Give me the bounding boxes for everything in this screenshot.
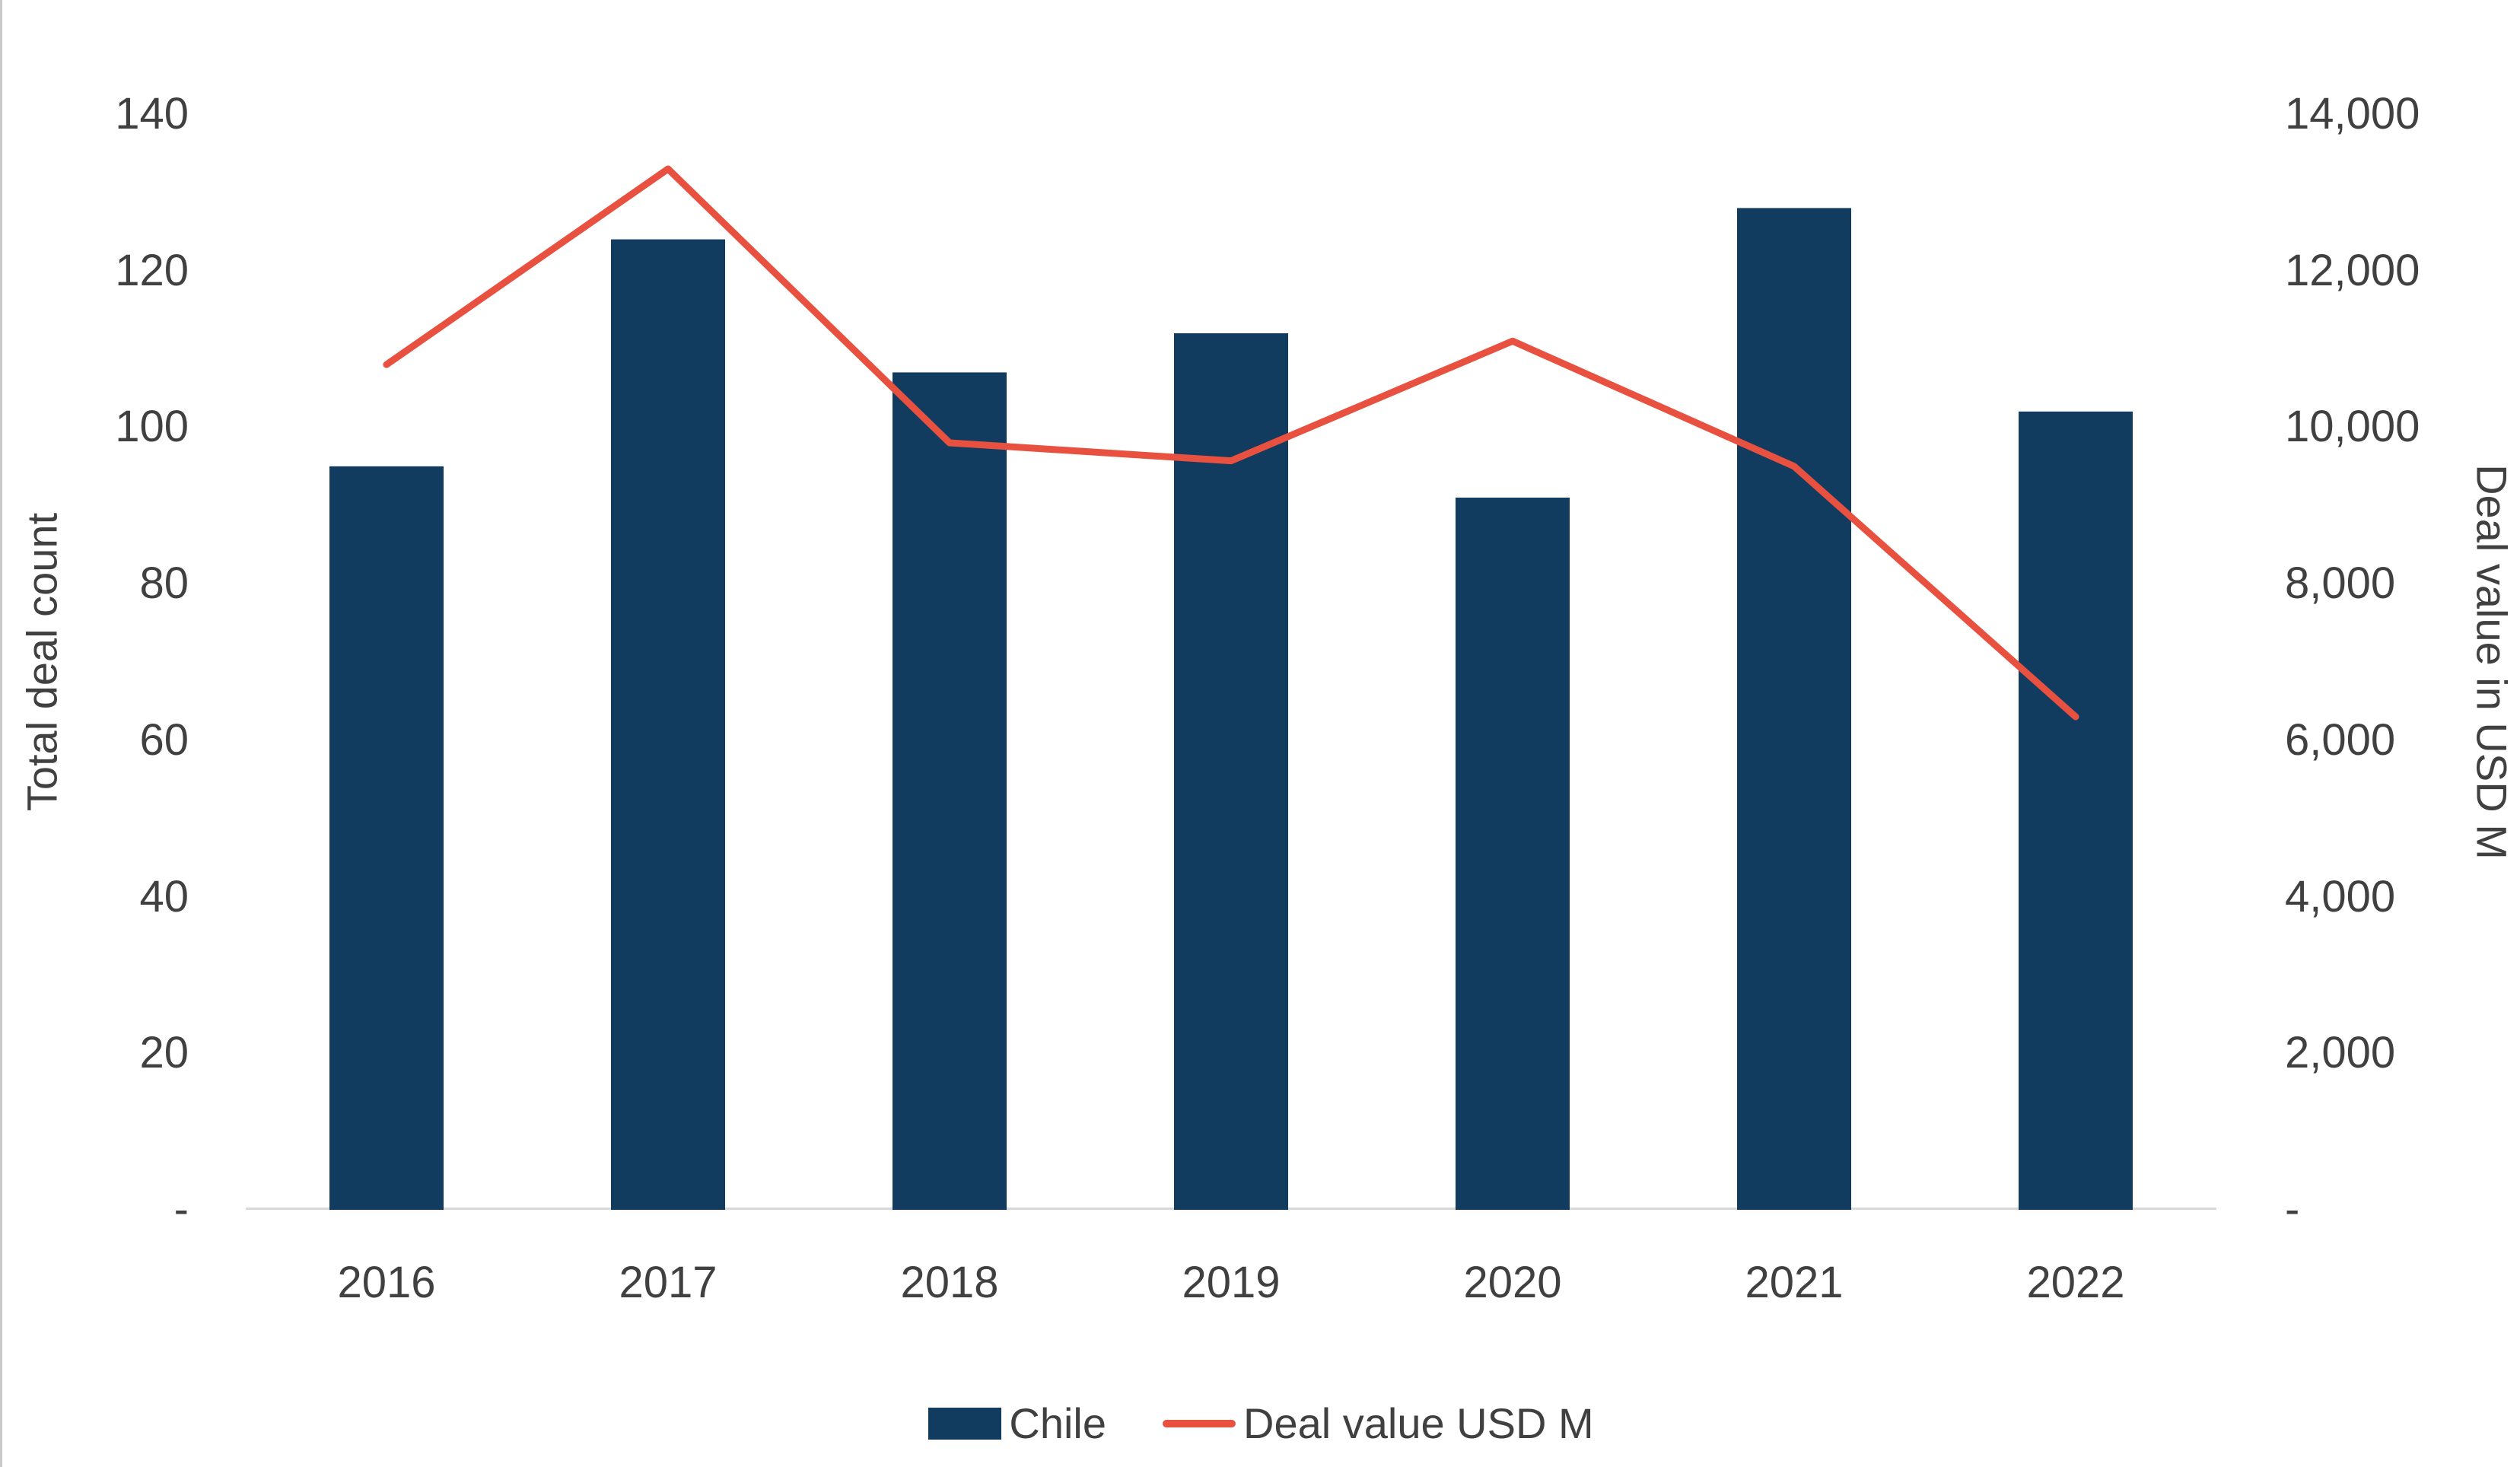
bar-2016 — [329, 466, 444, 1210]
bar-2020 — [1456, 498, 1570, 1210]
x-label-2021: 2021 — [1745, 1258, 1844, 1307]
x-label-2018: 2018 — [900, 1258, 999, 1307]
legend-item-chile: Chile — [928, 1399, 1106, 1448]
deal-value-line — [383, 165, 2079, 721]
bar-series-swatch-icon — [928, 1407, 1002, 1440]
x-label-2020: 2020 — [1463, 1258, 1562, 1307]
left-axis-tick: 80 — [139, 558, 189, 609]
bar-2022 — [2019, 411, 2133, 1210]
left-axis-tick: 20 — [139, 1028, 189, 1078]
line-series-swatch-icon — [1163, 1419, 1236, 1427]
x-label-2019: 2019 — [1182, 1258, 1281, 1307]
left-axis-tick: 100 — [115, 402, 189, 452]
plot-area — [246, 165, 2216, 1210]
legend-item-deal-value: Deal value USD M — [1163, 1399, 1594, 1448]
right-axis-tick: 8,000 — [2285, 558, 2396, 609]
right-axis-tick: 6,000 — [2285, 714, 2396, 765]
bar-2021 — [1737, 208, 1851, 1210]
left-axis-tick: 40 — [139, 871, 189, 921]
right-axis-tick: 14,000 — [2285, 89, 2420, 138]
legend: Chile Deal value USD M — [2, 1399, 2520, 1448]
right-axis-tick: 2,000 — [2285, 1028, 2396, 1078]
left-axis-tick: - — [173, 1185, 189, 1234]
x-label-2016: 2016 — [337, 1258, 436, 1307]
right-axis-tick: 10,000 — [2285, 402, 2420, 452]
bar-2018 — [892, 372, 1007, 1210]
x-label-2017: 2017 — [619, 1258, 718, 1307]
bar-2017 — [611, 239, 725, 1210]
legend-label-deal-value: Deal value USD M — [1243, 1399, 1594, 1447]
right-axis-tick: 12,000 — [2285, 245, 2420, 295]
right-axis-tick: 4,000 — [2285, 871, 2396, 921]
left-axis-tick: 120 — [115, 245, 189, 295]
legend-label-chile: Chile — [1009, 1399, 1106, 1447]
left-axis-tick: 140 — [115, 89, 189, 138]
bar-2019 — [1174, 333, 1288, 1210]
right-axis-title: Deal value in USD M — [2468, 464, 2516, 860]
right-axis-tick: - — [2285, 1185, 2300, 1234]
left-axis-tick: 60 — [139, 714, 189, 765]
x-label-2022: 2022 — [2026, 1258, 2125, 1307]
